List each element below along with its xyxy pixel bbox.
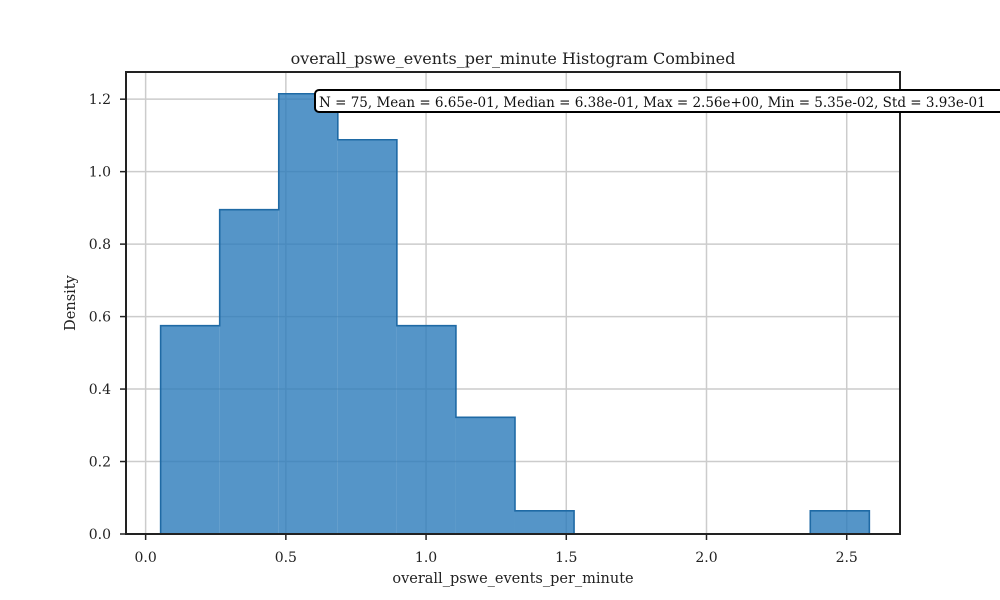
y-tick-label: 1.0 xyxy=(89,165,111,181)
x-tick-label: 2.0 xyxy=(695,550,717,566)
y-tick-label: 1.2 xyxy=(89,92,111,108)
x-tick-label: 1.0 xyxy=(415,550,437,566)
x-tick-label: 1.5 xyxy=(555,550,577,566)
histogram-bar xyxy=(337,139,397,534)
y-tick-label: 0.0 xyxy=(89,527,111,543)
y-tick-label: 0.2 xyxy=(89,455,111,471)
y-tick-label: 0.8 xyxy=(89,237,111,253)
x-tick-label: 2.5 xyxy=(836,550,858,566)
histogram-bar xyxy=(810,510,870,534)
histogram-bars xyxy=(159,92,871,535)
x-axis-label: overall_pswe_events_per_minute xyxy=(392,571,633,587)
histogram-bar xyxy=(514,510,575,534)
stats-annotation: N = 75, Mean = 6.65e-01, Median = 6.38e-… xyxy=(314,89,1000,113)
x-tick-label: 0.0 xyxy=(134,550,156,566)
y-axis-ticks: 0.0 0.2 0.4 0.6 0.8 1.0 1.2 xyxy=(89,92,126,543)
histogram-bar xyxy=(160,325,220,534)
plot-frame xyxy=(125,71,901,535)
stats-box xyxy=(314,89,1000,113)
histogram-bar xyxy=(278,93,338,534)
chart-title: overall_pswe_events_per_minute Histogram… xyxy=(291,49,736,68)
histogram-bar xyxy=(219,209,279,534)
stats-text: N = 75, Mean = 6.65e-01, Median = 6.38e-… xyxy=(319,95,986,111)
y-tick-label: 0.4 xyxy=(89,382,111,398)
x-tick-label: 0.5 xyxy=(275,550,297,566)
histogram-bar xyxy=(396,325,456,534)
y-tick-label: 0.6 xyxy=(89,310,111,326)
y-axis-label: Density xyxy=(63,274,79,330)
histogram-bar xyxy=(455,417,515,534)
x-axis-ticks: 0.0 0.5 1.0 1.5 2.0 2.5 xyxy=(134,534,858,566)
